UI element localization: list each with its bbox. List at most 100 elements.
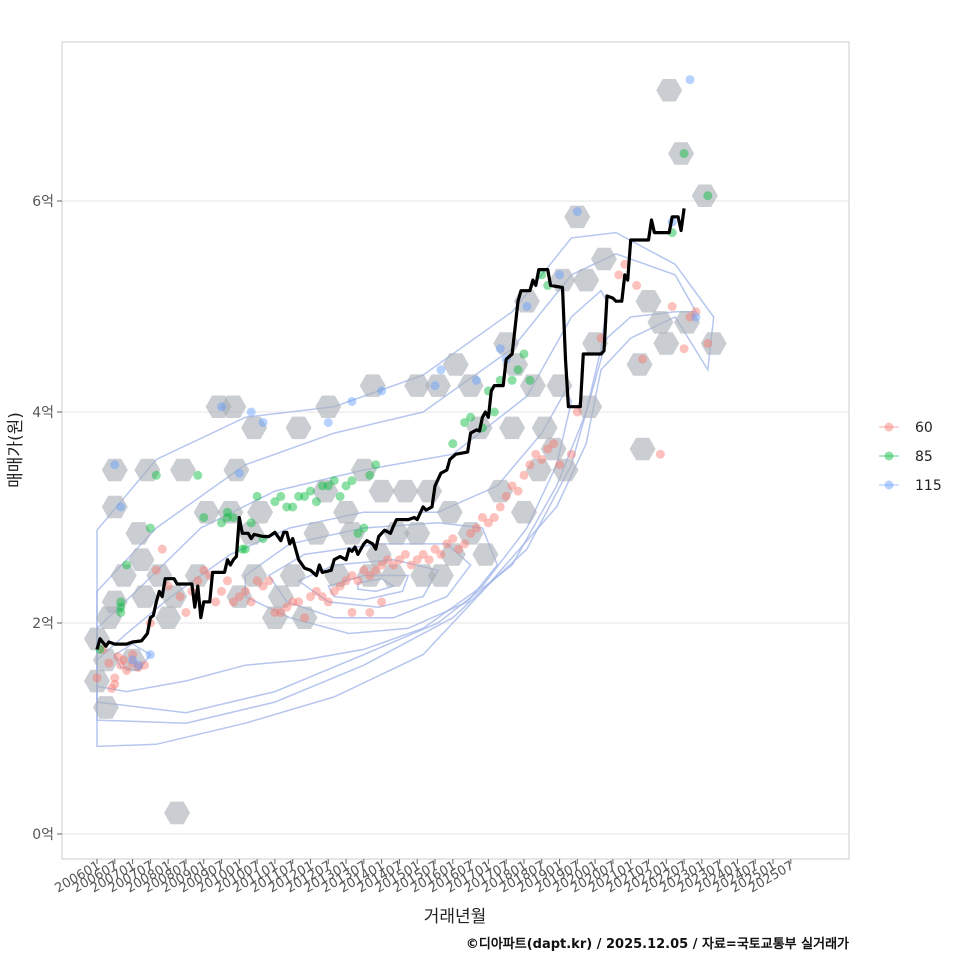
y-axis-title: 매매가(원) <box>6 412 26 488</box>
hexbin-cell <box>552 458 579 482</box>
hexbin-cell <box>101 495 128 519</box>
data-point-85 <box>222 507 232 517</box>
data-point-85 <box>353 528 363 538</box>
data-point-60 <box>424 555 434 565</box>
data-point-60 <box>347 607 357 617</box>
data-point-60 <box>305 592 315 602</box>
data-point-115 <box>323 418 333 428</box>
data-point-60 <box>418 549 428 559</box>
data-point-60 <box>679 344 689 354</box>
data-point-60 <box>110 679 120 689</box>
hexbin-cell <box>365 543 392 566</box>
hexbin-cell <box>439 543 466 566</box>
hexbin-cell <box>184 564 211 587</box>
data-point-60 <box>199 565 209 575</box>
data-point-85 <box>460 418 470 428</box>
data-point-85 <box>116 607 126 617</box>
data-point-60 <box>394 555 404 565</box>
y-tick-label: 4억 <box>32 405 54 421</box>
data-point-60 <box>258 581 268 591</box>
data-point-115 <box>472 375 482 385</box>
data-point-60 <box>311 586 321 596</box>
data-point-60 <box>217 586 227 596</box>
data-point-115 <box>145 650 155 660</box>
data-point-85 <box>288 502 298 512</box>
hexbin-cell <box>241 564 268 587</box>
data-point-60 <box>377 560 387 570</box>
data-point-60 <box>282 602 292 612</box>
hexbin-cell <box>380 564 407 587</box>
data-point-60 <box>566 449 576 459</box>
data-point-85 <box>282 502 292 512</box>
data-point-60 <box>365 571 375 581</box>
data-point-60 <box>119 655 129 665</box>
data-point-60 <box>454 544 464 554</box>
data-point-60 <box>300 613 310 623</box>
hexbin-cell <box>540 437 567 461</box>
data-point-60 <box>329 586 339 596</box>
data-point-60 <box>181 607 191 617</box>
hexbin-cell <box>155 606 182 629</box>
x-axis-title: 거래년월 <box>424 907 487 927</box>
hexbin-cell <box>487 479 514 503</box>
data-point-85 <box>122 560 132 570</box>
hexbin-cell <box>261 606 288 629</box>
hexbin-cell <box>436 501 463 524</box>
data-point-60 <box>448 534 458 544</box>
hexbin-cell <box>531 416 558 440</box>
data-point-85 <box>329 476 339 486</box>
data-point-115 <box>134 660 144 670</box>
data-point-60 <box>489 513 499 522</box>
hexbin-cell <box>653 332 680 355</box>
data-point-60 <box>157 544 167 554</box>
data-point-115 <box>347 396 357 406</box>
hexbin-cell <box>220 395 247 418</box>
data-point-115 <box>685 75 695 85</box>
data-point-115 <box>555 270 565 280</box>
hexbin-cell <box>247 501 274 524</box>
legend-key-point <box>884 480 894 490</box>
data-point-60 <box>175 592 185 602</box>
data-point-60 <box>317 592 327 602</box>
data-point-60 <box>193 576 203 586</box>
data-point-60 <box>365 607 375 617</box>
hexbin-cell <box>700 332 727 355</box>
hexbin-cell <box>356 564 383 587</box>
data-point-85 <box>276 491 286 501</box>
data-point-115 <box>691 312 701 322</box>
data-point-60 <box>104 658 114 668</box>
hexbin-cell <box>442 353 469 376</box>
y-tick-label: 2억 <box>32 616 54 632</box>
data-point-85 <box>466 412 476 422</box>
hexbin-cell <box>573 268 600 292</box>
hexbin-cell <box>564 205 591 229</box>
data-point-60 <box>288 597 298 607</box>
data-point-60 <box>377 597 387 607</box>
data-point-85 <box>519 349 529 359</box>
median-line-path <box>95 208 686 650</box>
data-point-85 <box>317 481 327 491</box>
data-point-60 <box>116 660 126 670</box>
hexbin-cell <box>267 585 294 608</box>
data-point-85 <box>246 518 256 528</box>
hexbin-cell <box>635 290 662 313</box>
data-point-115 <box>217 402 227 412</box>
data-point-60 <box>276 607 286 617</box>
hexbin-cell <box>125 522 152 545</box>
data-point-60 <box>264 576 274 586</box>
data-point-85 <box>300 491 310 501</box>
hexbin-cell <box>404 374 431 397</box>
hexbin-cell <box>134 458 161 482</box>
data-point-60 <box>531 449 541 459</box>
density-contour <box>96 231 715 748</box>
data-point-60 <box>614 270 624 280</box>
x-axis-ticks: 2006012006072007012007072008012008072009… <box>53 858 797 896</box>
hexbin-cell <box>131 585 158 608</box>
data-point-85 <box>199 513 209 522</box>
data-point-85 <box>489 407 499 417</box>
data-point-60 <box>347 571 357 581</box>
data-point-60 <box>107 683 117 693</box>
legend-key-point <box>884 451 894 461</box>
